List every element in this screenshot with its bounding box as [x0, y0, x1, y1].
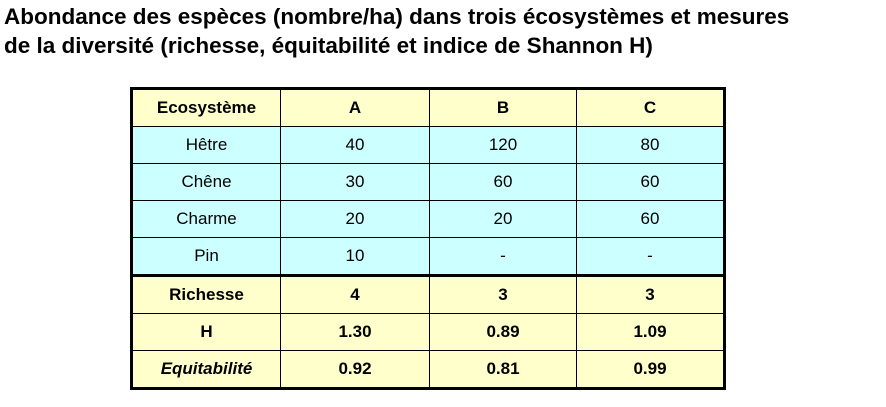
header-cell-b: B [429, 88, 577, 127]
row-label: H [131, 313, 281, 351]
cell-value: 40 [280, 126, 430, 164]
cell-value: 80 [576, 126, 725, 164]
cell-value: 3 [429, 274, 577, 314]
cell-value: 10 [280, 237, 430, 276]
row-label: Chêne [131, 163, 281, 201]
cell-value: 1.09 [576, 313, 725, 351]
cell-value: 3 [576, 274, 725, 314]
table-row-pin: Pin 10 - - [131, 237, 725, 276]
cell-value: 30 [280, 163, 430, 201]
row-label: Richesse [131, 274, 281, 314]
cell-value: - [429, 237, 577, 276]
cell-value: 0.99 [576, 350, 725, 389]
table-row-chene: Chêne 30 60 60 [131, 163, 725, 201]
header-cell-ecosysteme: Ecosystème [131, 88, 281, 127]
row-label: Hêtre [131, 126, 281, 164]
table-header-row: Ecosystème A B C [131, 88, 725, 127]
cell-value: 0.89 [429, 313, 577, 351]
cell-value: 60 [429, 163, 577, 201]
title-line-1: Abondance des espèces (nombre/ha) dans t… [4, 4, 790, 29]
page-title: Abondance des espèces (nombre/ha) dans t… [4, 2, 884, 60]
table-row-equitabilite: Equitabilité 0.92 0.81 0.99 [131, 350, 725, 389]
row-label: Charme [131, 200, 281, 238]
row-label: Pin [131, 237, 281, 276]
table-row-shannon-h: H 1.30 0.89 1.09 [131, 313, 725, 351]
cell-value: 20 [429, 200, 577, 238]
cell-value: - [576, 237, 725, 276]
table-row-hetre: Hêtre 40 120 80 [131, 126, 725, 164]
row-label: Equitabilité [131, 350, 281, 389]
table-row-charme: Charme 20 20 60 [131, 200, 725, 238]
abundance-table: Ecosystème A B C Hêtre 40 120 80 Chêne 3… [130, 87, 726, 390]
cell-value: 0.92 [280, 350, 430, 389]
header-cell-a: A [280, 88, 430, 127]
cell-value: 60 [576, 163, 725, 201]
cell-value: 60 [576, 200, 725, 238]
cell-value: 120 [429, 126, 577, 164]
cell-value: 4 [280, 274, 430, 314]
cell-value: 20 [280, 200, 430, 238]
table-row-richesse: Richesse 4 3 3 [131, 274, 725, 314]
header-cell-c: C [576, 88, 725, 127]
cell-value: 1.30 [280, 313, 430, 351]
cell-value: 0.81 [429, 350, 577, 389]
title-line-2: de la diversité (richesse, équitabilité … [4, 33, 653, 58]
